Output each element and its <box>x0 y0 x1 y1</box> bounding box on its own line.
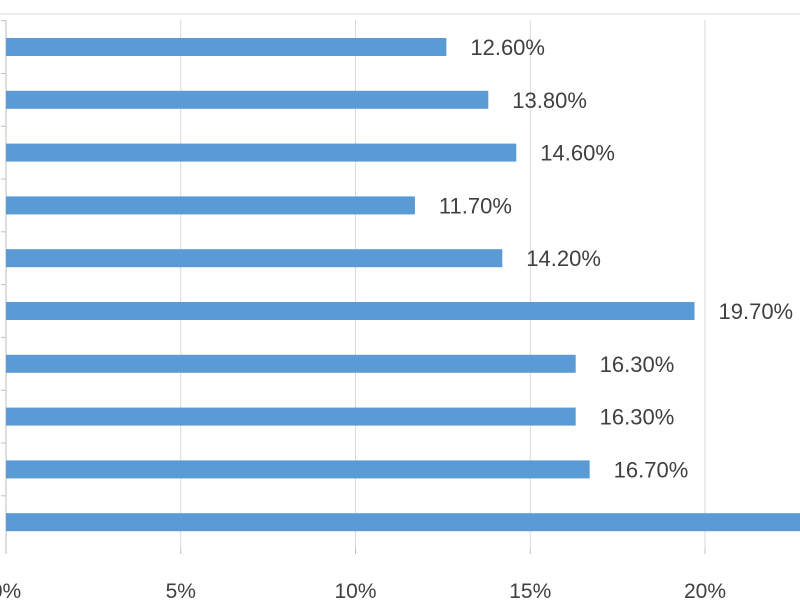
x-tick-label-3: 15% <box>509 580 551 600</box>
data-label-4: 14.20% <box>526 246 601 271</box>
data-label-5: 19.70% <box>719 299 794 324</box>
data-label-1: 13.80% <box>512 88 587 113</box>
x-tick-label-2: 10% <box>334 580 376 600</box>
bar-9 <box>6 513 800 532</box>
axes <box>1 20 7 548</box>
data-labels: 12.60% 13.80% 14.60% 11.70% 14.20% 19.70% 16.3… <box>439 35 793 482</box>
bar-4 <box>6 249 503 268</box>
x-tick-label-0: 0% <box>0 580 21 600</box>
bar-3 <box>6 196 415 215</box>
x-axis-ticks: 0% 5% 10% 15% 20% <box>0 548 726 603</box>
bar-6 <box>6 354 576 373</box>
data-label-2: 14.60% <box>540 141 615 166</box>
bar-8 <box>6 460 590 479</box>
data-label-8: 16.70% <box>614 457 689 482</box>
data-label-6: 16.30% <box>600 352 675 377</box>
bar-7 <box>6 407 576 426</box>
bar-5 <box>6 302 695 320</box>
bar-2 <box>6 143 517 162</box>
bar-1 <box>6 90 489 109</box>
x-tick-label-1: 5% <box>166 580 196 600</box>
x-tick-label-4: 20% <box>684 580 726 600</box>
data-label-3: 11.70% <box>439 193 512 218</box>
bars <box>6 38 800 532</box>
bar-0 <box>6 38 447 56</box>
data-label-0: 12.60% <box>470 35 545 60</box>
data-label-7: 16.30% <box>600 405 675 430</box>
